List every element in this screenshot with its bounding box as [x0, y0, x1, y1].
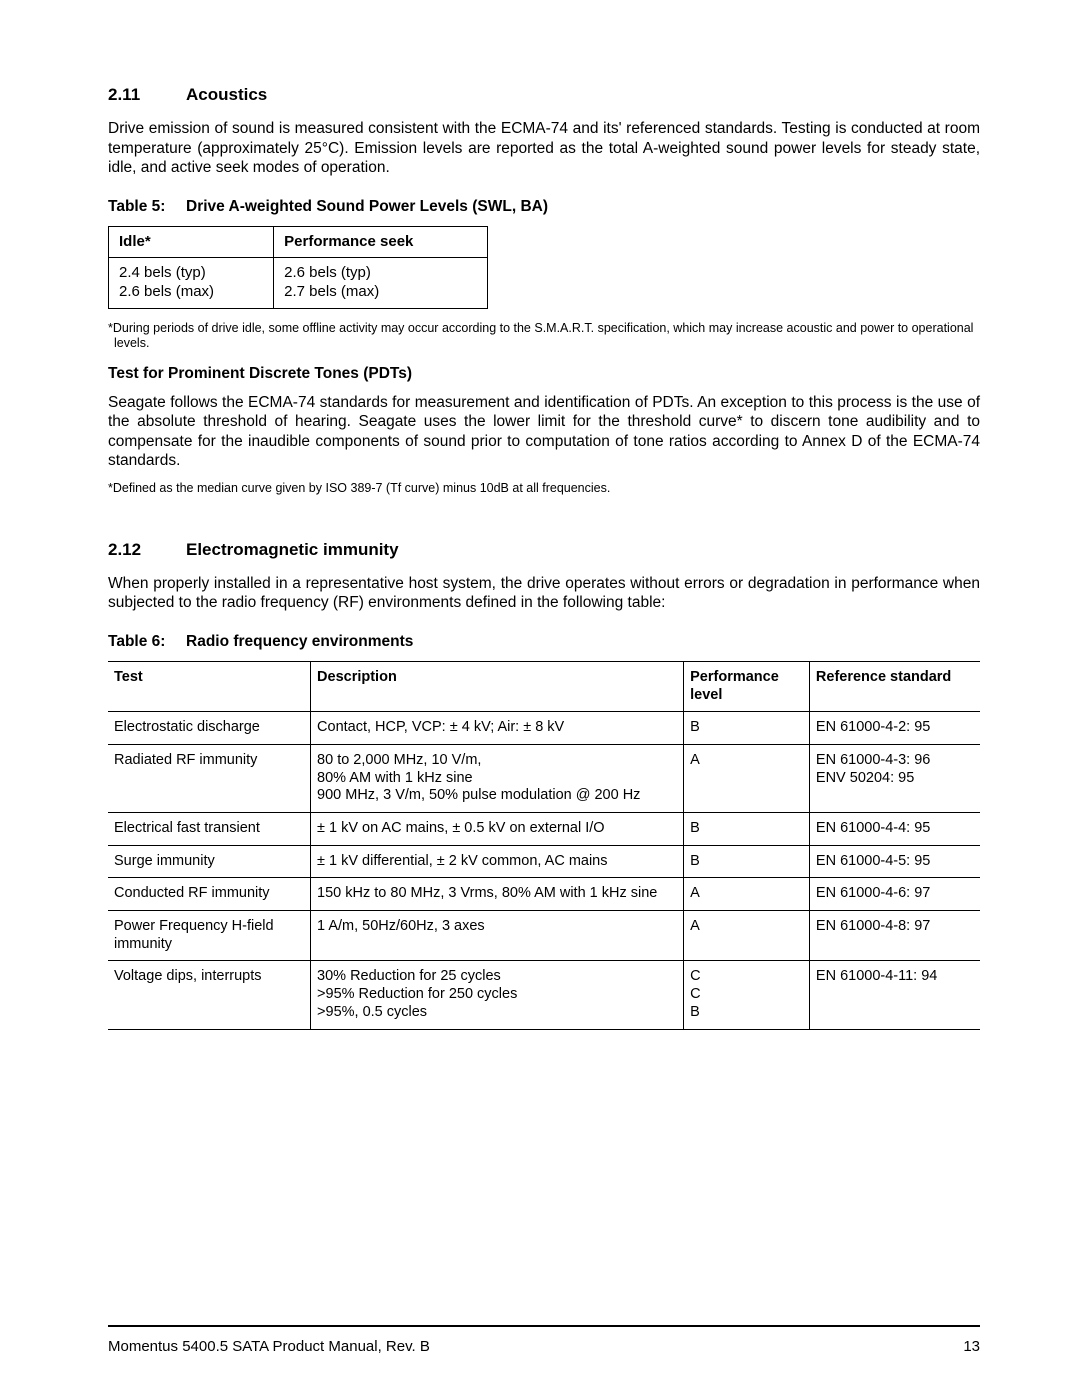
table-cell: 1 A/m, 50Hz/60Hz, 3 axes	[311, 911, 684, 961]
table-cell-idle: 2.4 bels (typ) 2.6 bels (max)	[109, 258, 274, 309]
table-6-caption: Table 6:Radio frequency environments	[108, 633, 980, 651]
table-row: Conducted RF immunity150 kHz to 80 MHz, …	[108, 878, 980, 911]
table-cell: C C B	[684, 961, 810, 1029]
table-cell: 30% Reduction for 25 cycles >95% Reducti…	[311, 961, 684, 1029]
table-cell: A	[684, 878, 810, 911]
table-cell: B	[684, 845, 810, 878]
table-cell: Voltage dips, interrupts	[108, 961, 311, 1029]
table-cell: ± 1 kV on AC mains, ± 0.5 kV on external…	[311, 813, 684, 846]
section-number: 2.11	[108, 85, 186, 105]
table-cell: Electrical fast transient	[108, 813, 311, 846]
section-2-11-paragraph: Drive emission of sound is measured cons…	[108, 119, 980, 178]
table-cell: EN 61000-4-4: 95	[809, 813, 980, 846]
table-row: 2.4 bels (typ) 2.6 bels (max) 2.6 bels (…	[109, 258, 488, 309]
table-cell: Electrostatic discharge	[108, 712, 311, 745]
pdt-paragraph: Seagate follows the ECMA-74 standards fo…	[108, 393, 980, 471]
table-cell: Radiated RF immunity	[108, 744, 311, 812]
table-cell: B	[684, 813, 810, 846]
table-header-reference-standard: Reference standard	[809, 661, 980, 711]
table-row: Electrical fast transient± 1 kV on AC ma…	[108, 813, 980, 846]
table-cell-performance-seek: 2.6 bels (typ) 2.7 bels (max)	[274, 258, 488, 309]
table-cell: ± 1 kV differential, ± 2 kV common, AC m…	[311, 845, 684, 878]
pdt-heading: Test for Prominent Discrete Tones (PDTs)	[108, 365, 980, 383]
table-row: Idle* Performance seek	[109, 226, 488, 258]
table-row: Power Frequency H-field immunity1 A/m, 5…	[108, 911, 980, 961]
table-5-caption: Table 5:Drive A-weighted Sound Power Lev…	[108, 198, 980, 216]
table-row: Test Description Performance level Refer…	[108, 661, 980, 711]
table-row: Radiated RF immunity80 to 2,000 MHz, 10 …	[108, 744, 980, 812]
table-header-performance-seek: Performance seek	[274, 226, 488, 258]
table-row: Surge immunity± 1 kV differential, ± 2 k…	[108, 845, 980, 878]
table-cell: EN 61000-4-6: 97	[809, 878, 980, 911]
table-header-performance-level: Performance level	[684, 661, 810, 711]
table-cell: 150 kHz to 80 MHz, 3 Vrms, 80% AM with 1…	[311, 878, 684, 911]
table-cell: Contact, HCP, VCP: ± 4 kV; Air: ± 8 kV	[311, 712, 684, 745]
table-header-description: Description	[311, 661, 684, 711]
table-cell: Conducted RF immunity	[108, 878, 311, 911]
footer-left: Momentus 5400.5 SATA Product Manual, Rev…	[108, 1338, 430, 1355]
table-cell: EN 61000-4-3: 96 ENV 50204: 95	[809, 744, 980, 812]
pdt-footnote: *Defined as the median curve given by IS…	[108, 481, 980, 496]
table-cell: Power Frequency H-field immunity	[108, 911, 311, 961]
table-title: Drive A-weighted Sound Power Levels (SWL…	[186, 198, 548, 215]
footer-rule	[108, 1325, 980, 1327]
section-title: Electromagnetic immunity	[186, 540, 399, 559]
table-header-test: Test	[108, 661, 311, 711]
table-5-footnote: *During periods of drive idle, some offl…	[108, 321, 980, 351]
page-footer: Momentus 5400.5 SATA Product Manual, Rev…	[108, 1338, 980, 1355]
table-number: Table 6:	[108, 633, 186, 651]
table-cell: A	[684, 744, 810, 812]
table-6: Test Description Performance level Refer…	[108, 661, 980, 1030]
table-cell: A	[684, 911, 810, 961]
table-cell: 80 to 2,000 MHz, 10 V/m, 80% AM with 1 k…	[311, 744, 684, 812]
table-cell: Surge immunity	[108, 845, 311, 878]
table-5: Idle* Performance seek 2.4 bels (typ) 2.…	[108, 226, 488, 309]
section-2-12-heading: 2.12Electromagnetic immunity	[108, 540, 980, 560]
table-row: Voltage dips, interrupts30% Reduction fo…	[108, 961, 980, 1029]
table-cell: B	[684, 712, 810, 745]
section-2-11-heading: 2.11Acoustics	[108, 85, 980, 105]
table-number: Table 5:	[108, 198, 186, 216]
table-cell: EN 61000-4-8: 97	[809, 911, 980, 961]
table-cell: EN 61000-4-5: 95	[809, 845, 980, 878]
footer-page-number: 13	[963, 1338, 980, 1355]
table-header-idle: Idle*	[109, 226, 274, 258]
table-title: Radio frequency environments	[186, 633, 413, 650]
section-number: 2.12	[108, 540, 186, 560]
section-2-12-paragraph: When properly installed in a representat…	[108, 574, 980, 613]
section-title: Acoustics	[186, 85, 267, 104]
table-row: Electrostatic dischargeContact, HCP, VCP…	[108, 712, 980, 745]
page: 2.11Acoustics Drive emission of sound is…	[0, 0, 1080, 1397]
table-cell: EN 61000-4-2: 95	[809, 712, 980, 745]
table-cell: EN 61000-4-11: 94	[809, 961, 980, 1029]
